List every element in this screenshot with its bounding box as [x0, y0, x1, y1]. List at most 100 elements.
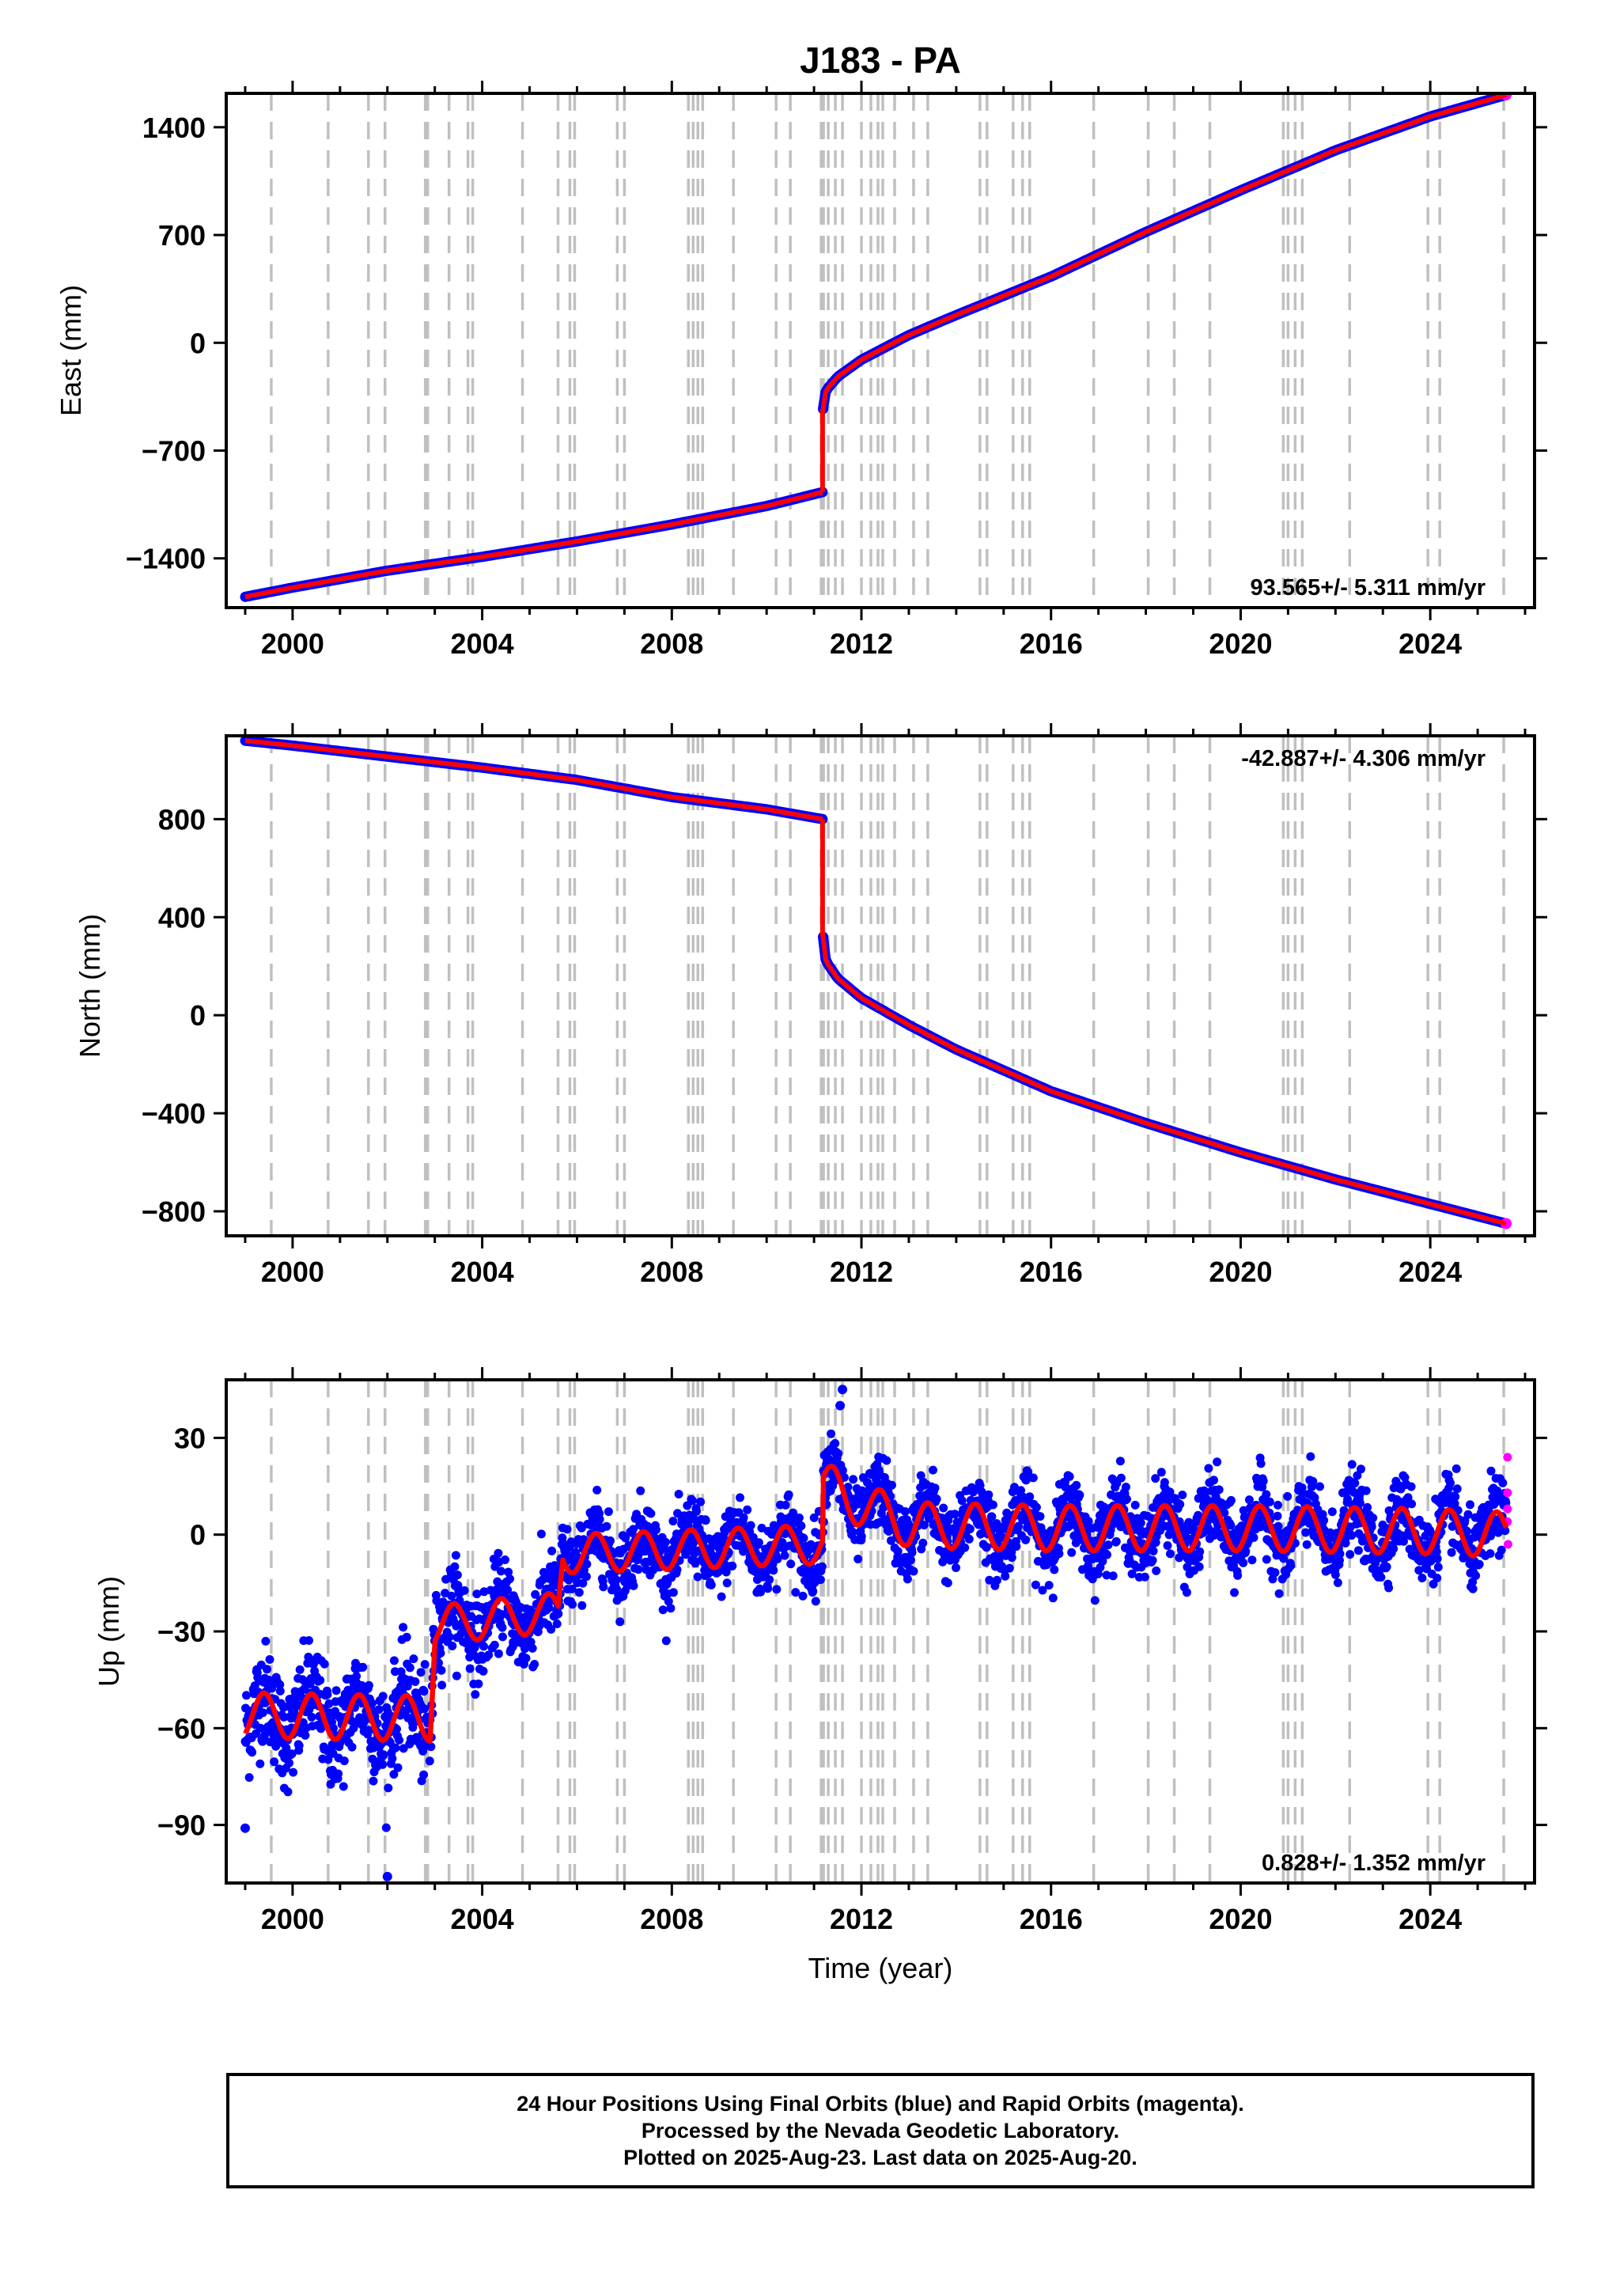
final-orbit-point [1194, 1562, 1204, 1571]
rate-label: 93.565+/- 5.311 mm/yr [1251, 575, 1486, 601]
final-orbit-point [1256, 1459, 1266, 1468]
final-orbit-point [255, 1759, 265, 1768]
final-orbit-point [599, 1582, 608, 1592]
final-orbit-point [646, 1509, 656, 1518]
final-orbit-point [494, 1548, 503, 1558]
final-orbit-point [1347, 1460, 1357, 1469]
final-orbit-point [536, 1529, 546, 1539]
final-orbit-point [1486, 1549, 1495, 1559]
final-orbit-point [748, 1533, 758, 1542]
y-axis-title: East (mm) [55, 285, 87, 416]
final-orbit-point [501, 1555, 509, 1564]
final-orbit-point [993, 1575, 1001, 1585]
final-orbit-point [1433, 1554, 1442, 1563]
final-orbit-point [1382, 1562, 1391, 1571]
model-fit [244, 738, 1507, 1226]
final-orbit-point [578, 1578, 588, 1588]
final-orbit-point [436, 1648, 445, 1658]
final-orbit-point [1214, 1485, 1224, 1495]
final-orbit-point [307, 1712, 316, 1722]
final-orbit-point [441, 1574, 451, 1584]
final-orbit-point [1005, 1563, 1014, 1573]
final-orbit-point [943, 1578, 952, 1588]
final-orbit-point [1230, 1588, 1239, 1597]
rapid-orbit-point [1503, 1540, 1512, 1549]
final-orbit-point [389, 1770, 399, 1779]
final-orbit-point [384, 1783, 393, 1793]
final-orbit-point [447, 1591, 456, 1601]
final-orbit-point [437, 1665, 446, 1675]
final-orbit-point [581, 1572, 591, 1582]
final-orbit-point [1103, 1550, 1111, 1559]
final-orbit-point [843, 1483, 853, 1491]
final-orbit-point [352, 1672, 361, 1681]
final-orbit-point [756, 1587, 765, 1597]
final-orbit-point [479, 1666, 488, 1676]
final-orbit-point [765, 1575, 774, 1585]
final-orbit-point [1239, 1558, 1248, 1567]
final-orbit-point [831, 1438, 840, 1448]
final-orbit-point [816, 1575, 825, 1585]
final-orbit-point [568, 1600, 577, 1609]
final-orbit-point [389, 1656, 399, 1665]
x-tick-label: 2020 [1209, 1256, 1272, 1288]
final-orbit-point [275, 1686, 285, 1695]
final-orbit-point [696, 1497, 706, 1506]
final-orbit-point [798, 1591, 808, 1601]
final-orbit-point [1148, 1555, 1157, 1565]
final-orbit-point [547, 1546, 557, 1555]
final-orbit-point [689, 1514, 698, 1524]
x-tick-label: 2004 [451, 627, 514, 660]
final-orbit-point [1368, 1514, 1378, 1523]
y-tick-label: 30 [174, 1422, 206, 1454]
rapid-orbit-point [1503, 1453, 1512, 1462]
y-tick-label: −30 [157, 1616, 206, 1648]
final-orbit-point [1156, 1468, 1166, 1477]
final-orbit-point [799, 1533, 808, 1543]
final-orbit-point [1347, 1531, 1357, 1540]
final-orbit-point [982, 1543, 991, 1552]
outlier-point [835, 1400, 846, 1411]
outlier-point [382, 1871, 392, 1881]
final-orbit-point [279, 1712, 289, 1722]
final-orbit-point [1335, 1549, 1345, 1559]
final-orbit-point [1308, 1476, 1318, 1486]
final-orbit-point [849, 1475, 858, 1484]
final-orbit-point [1274, 1589, 1284, 1598]
final-orbit-point [503, 1586, 513, 1595]
final-orbit-point [378, 1760, 388, 1769]
final-orbit-point [919, 1521, 929, 1530]
x-tick-label: 2012 [830, 1256, 893, 1288]
x-tick-label: 2012 [830, 627, 893, 660]
final-orbit-point [1319, 1516, 1329, 1525]
final-orbit-point [952, 1563, 960, 1572]
final-orbit-point [1025, 1492, 1035, 1502]
final-orbit-point [1274, 1521, 1283, 1531]
final-orbit-point [592, 1485, 602, 1495]
data-points [240, 1385, 1512, 1881]
final-orbit-point [347, 1742, 357, 1752]
final-orbit-point [1067, 1548, 1077, 1557]
final-orbit-point [693, 1572, 702, 1582]
final-orbit-point [301, 1730, 310, 1740]
x-axis-title: Time (year) [808, 1952, 953, 1984]
final-orbit-point [1330, 1570, 1340, 1579]
final-orbit-point [1140, 1572, 1149, 1582]
y-axis-title: Up (mm) [93, 1576, 125, 1687]
final-orbit-point [1286, 1561, 1296, 1570]
final-orbit-point [1108, 1571, 1118, 1581]
final-orbit-point [554, 1609, 563, 1619]
final-orbit-point [244, 1773, 254, 1783]
final-orbit-point [1451, 1464, 1461, 1473]
final-orbit-point [1090, 1596, 1100, 1605]
y-tick-label: 400 [158, 901, 206, 934]
final-orbit-point [374, 1705, 384, 1714]
final-orbit-point [763, 1584, 773, 1593]
plot-frame [225, 734, 1536, 1237]
final-orbit-point [323, 1690, 332, 1699]
final-orbit-point [521, 1654, 531, 1663]
final-orbit-point [530, 1660, 539, 1669]
final-orbit-point [295, 1665, 305, 1674]
final-orbit-point [857, 1532, 866, 1541]
final-orbit-point [658, 1605, 668, 1615]
